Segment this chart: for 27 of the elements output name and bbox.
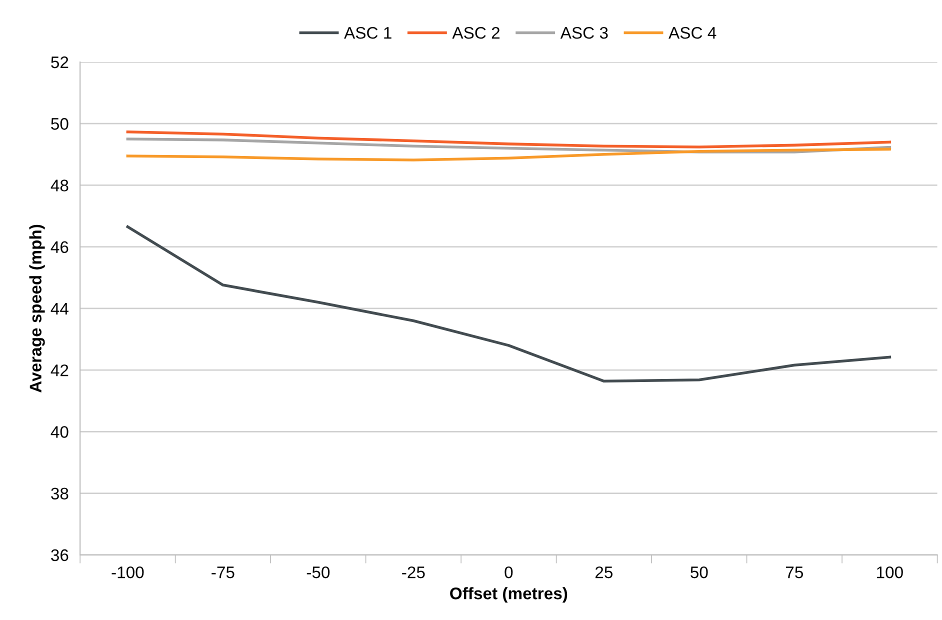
x-tick-label: 100 bbox=[877, 566, 903, 578]
x-tick-label: -50 bbox=[306, 566, 330, 578]
legend-label: ASC 3 bbox=[560, 26, 608, 39]
x-tick-label: 75 bbox=[786, 566, 803, 578]
y-tick-label: 50 bbox=[51, 118, 68, 130]
y-tick-label: 42 bbox=[50, 364, 68, 376]
y-tick-label: 46 bbox=[50, 241, 68, 254]
y-tick-label: 48 bbox=[50, 180, 68, 192]
y-tick-label: 38 bbox=[51, 488, 68, 500]
x-tick-label: -100 bbox=[112, 566, 144, 578]
y-tick-label: 36 bbox=[51, 549, 68, 562]
x-tick-label: -25 bbox=[402, 566, 425, 578]
line-series bbox=[126, 148, 892, 162]
y-tick-label: 44 bbox=[50, 303, 68, 314]
y-tick-label: 52 bbox=[51, 56, 68, 68]
x-tick-label: -75 bbox=[212, 566, 234, 578]
line-series bbox=[126, 225, 892, 383]
y-tick-label: 40 bbox=[50, 426, 68, 438]
x-tick-label: 50 bbox=[690, 566, 708, 578]
line-series bbox=[126, 130, 892, 148]
legend-label: ASC 1 bbox=[344, 26, 392, 39]
x-tick-label: 25 bbox=[595, 566, 612, 578]
legend-label: ASC 4 bbox=[668, 26, 716, 39]
legend-label: ASC 2 bbox=[452, 26, 500, 39]
x-axis-title: Offset (metres) bbox=[450, 587, 568, 603]
x-tick-label: 0 bbox=[504, 566, 513, 578]
y-axis-title: Average speed (mph) bbox=[29, 224, 45, 392]
